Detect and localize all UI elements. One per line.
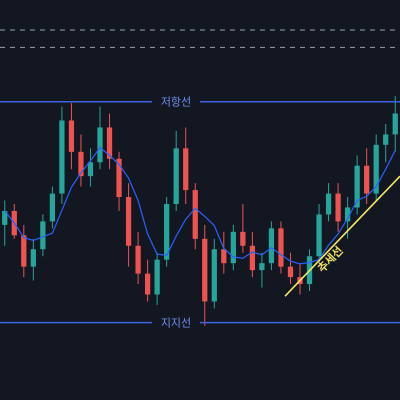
candle-body [249, 245, 255, 271]
candle-body [97, 127, 103, 163]
candles [2, 96, 398, 326]
candle-body [278, 228, 284, 267]
moving-average-line [4, 146, 396, 265]
candle-17 [164, 197, 170, 267]
candle-34 [325, 183, 332, 222]
candle-2 [21, 224, 27, 278]
candle-5 [49, 186, 55, 229]
candle-body [192, 190, 198, 239]
candle-body [240, 231, 246, 246]
candle-20 [192, 183, 198, 250]
candle-14 [135, 231, 141, 285]
candle-9 [87, 148, 94, 187]
candle-24 [230, 224, 236, 271]
candle-30 [287, 252, 294, 285]
support-label: 지지선 [161, 317, 191, 330]
candle-40 [383, 123, 389, 163]
candle-33 [316, 204, 322, 264]
candle-37 [354, 155, 360, 215]
candle-35 [335, 183, 341, 232]
candle-body [364, 165, 370, 194]
candle-6 [59, 106, 65, 204]
resistance-label: 저항선 [161, 96, 191, 109]
candle-body [221, 249, 227, 264]
trend-line [284, 175, 400, 297]
candle-18 [173, 130, 179, 211]
candle-29 [278, 221, 284, 274]
candle-body [49, 193, 55, 222]
candle-16 [154, 252, 160, 305]
candle-22 [211, 238, 217, 309]
candle-13 [125, 183, 132, 267]
candle-body [211, 249, 217, 302]
candle-4 [40, 214, 46, 257]
candle-body [354, 165, 360, 208]
candle-body [106, 127, 113, 159]
price-levels: 저항선 지지선 [0, 93, 400, 331]
candle-25 [240, 204, 246, 253]
candle-body [183, 148, 189, 191]
candle-0 [2, 200, 8, 246]
candle-body [259, 263, 265, 271]
candle-body [135, 245, 141, 274]
candle-38 [364, 148, 370, 204]
support-label-bg [152, 314, 200, 331]
candle-body [230, 231, 236, 264]
resistance-label-bg [152, 93, 200, 110]
candle-body [164, 204, 170, 260]
candle-body [287, 266, 294, 278]
candle-41 [392, 96, 398, 152]
candle-12 [116, 151, 122, 211]
candle-27 [259, 252, 265, 288]
candle-10 [97, 106, 103, 170]
candle-body [202, 238, 208, 302]
candle-body [145, 273, 151, 295]
candle-body [154, 259, 160, 295]
candle-3 [30, 238, 36, 281]
candle-7 [68, 103, 75, 170]
candle-body [373, 144, 379, 194]
candle-body [40, 221, 46, 250]
candle-15 [145, 259, 151, 302]
candle-body [68, 120, 75, 152]
candle-body [173, 148, 179, 204]
candle-39 [373, 134, 379, 201]
candle-28 [268, 221, 275, 271]
candle-body [383, 134, 389, 145]
candle-body [268, 228, 275, 264]
candle-body [30, 249, 36, 267]
candle-23 [221, 231, 227, 274]
candle-19 [183, 127, 189, 204]
candle-body [325, 193, 332, 215]
candle-body [392, 113, 398, 135]
candle-body [125, 197, 132, 246]
candle-body [116, 158, 122, 198]
candle-body [335, 193, 341, 222]
candle-body [59, 120, 65, 194]
candle-26 [249, 231, 255, 278]
candle-body [316, 214, 322, 257]
candle-body [345, 207, 351, 222]
candle-body [2, 210, 8, 225]
candle-8 [78, 134, 84, 187]
candle-body [87, 162, 94, 177]
dashed-levels [0, 29, 400, 48]
candle-body [78, 151, 84, 177]
candle-21 [202, 224, 208, 326]
candle-11 [106, 113, 113, 170]
candle-body [21, 235, 27, 267]
